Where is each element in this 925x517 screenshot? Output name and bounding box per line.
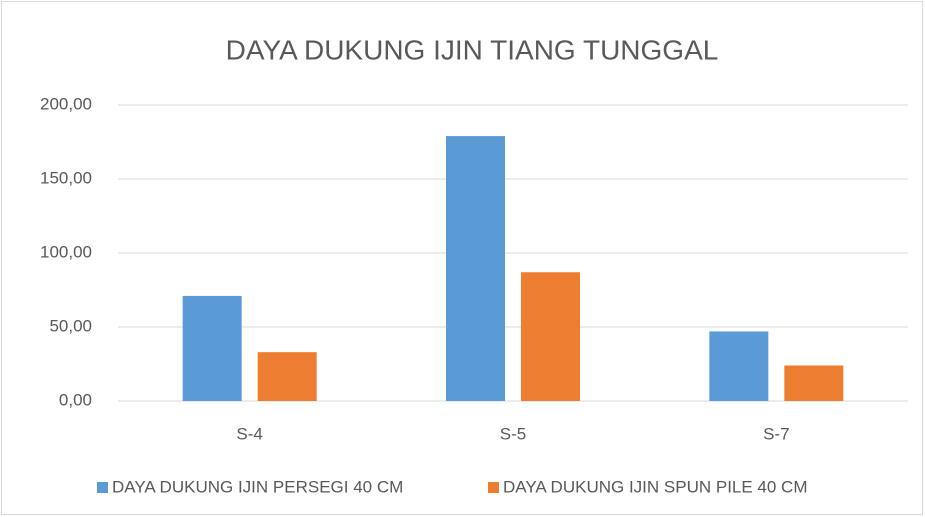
y-tick-label: 100,00 [40,242,92,261]
bar [521,272,580,401]
legend-label: DAYA DUKUNG IJIN SPUN PILE 40 CM [503,477,808,496]
y-tick-label: 50,00 [49,316,92,335]
bar [784,365,844,401]
legend-swatch [488,482,499,493]
y-tick-label: 0,00 [59,390,92,409]
bar [446,136,505,401]
y-tick-label: 150,00 [40,168,92,187]
bar [182,295,242,401]
bar [257,352,317,401]
legend-label: DAYA DUKUNG IJIN PERSEGI 40 CM [112,477,403,496]
x-tick-label: S-5 [500,424,526,443]
x-tick-label: S-4 [236,424,262,443]
y-tick-label: 200,00 [40,94,92,113]
legend-swatch [97,482,108,493]
x-tick-label: S-7 [763,424,789,443]
chart-title: DAYA DUKUNG IJIN TIANG TUNGGAL [226,34,719,65]
bar [709,331,769,401]
